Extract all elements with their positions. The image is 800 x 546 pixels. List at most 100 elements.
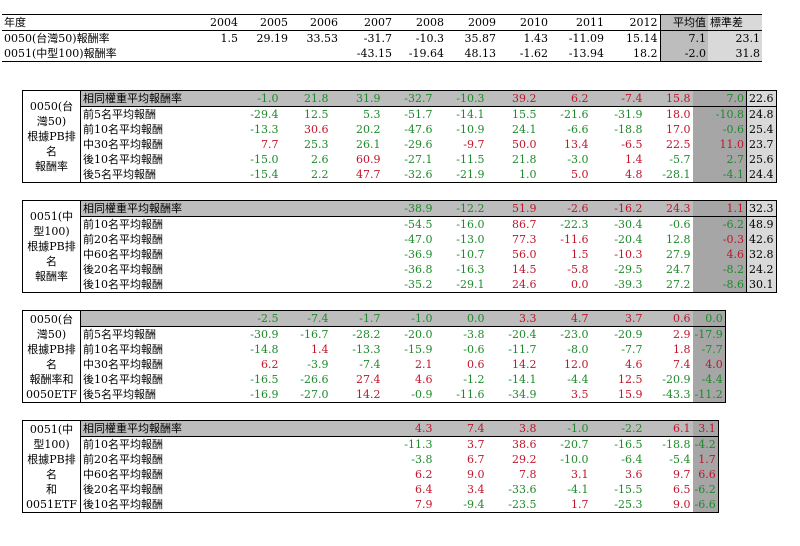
value-cell: 15.14	[626, 32, 658, 45]
value-cell: -16.2	[590, 200, 645, 217]
average-cell: -11.2	[692, 387, 726, 403]
row-label: 後20名平均報酬	[83, 263, 163, 276]
value-cell: -7.4	[590, 90, 645, 107]
value-cell: 1.5	[220, 32, 239, 45]
value-cell: -29.1	[434, 277, 487, 293]
average-header: 平均值	[659, 14, 708, 31]
value-cell	[192, 46, 240, 62]
value-cell: 6.2	[261, 358, 279, 371]
value-cell: -30.4	[614, 218, 643, 231]
summary-row-label: 0051(中型100)報酬率	[2, 46, 192, 62]
value-cell: -14.1	[508, 373, 537, 386]
value-cell	[230, 420, 281, 437]
value-cell: -47.6	[404, 123, 433, 136]
value-cell: -39.3	[590, 277, 645, 293]
value-cell: -16.7	[300, 328, 329, 341]
stddev-cell: 25.6	[746, 152, 777, 167]
block-side-label: 0050(台 灣50) 根據PB排名報酬率	[22, 90, 81, 183]
value-cell: -3.8	[463, 328, 485, 341]
value-cell: -34.9	[486, 387, 539, 403]
value-cell: 21.8	[280, 90, 331, 107]
value-cell: -26.6	[300, 373, 329, 386]
value-cell: 1.4	[625, 153, 643, 166]
value-cell: 6.5	[673, 483, 691, 496]
value-cell: 14.2	[512, 358, 537, 371]
value-cell: 4.3	[382, 420, 435, 437]
value-cell: 6.4	[415, 483, 433, 496]
side-label-line: 名	[46, 145, 57, 158]
table-row: 後20名平均報酬 6.4 3.4 -33.6 -4.1 -15.5 6.5 -6.2	[23, 482, 719, 497]
row-label: 後10名平均報酬	[80, 497, 231, 513]
table-row: 0051(中 型100) 根據PB排名報酬率 相同權重平均報酬率 -38.9 -12.2 5…	[22, 200, 777, 293]
value-cell: -32.7	[382, 90, 435, 107]
average-cell: -0.6	[692, 122, 747, 137]
value-cell: 24.6	[486, 277, 539, 293]
row-label: 前10名平均報酬	[83, 438, 163, 451]
value-cell: -11.6	[434, 387, 487, 403]
table-row: 中60名平均報酬 6.2 9.0 7.8 3.1 3.6 9.7 6.6	[23, 467, 719, 482]
value-cell: -31.9	[614, 108, 643, 121]
side-label-line: 型100)	[33, 437, 70, 451]
side-label-line: 0050(台	[29, 100, 74, 113]
col-header: 2007	[340, 14, 394, 31]
stddev-cell: 48.9	[746, 216, 777, 232]
average-cell: -8.6	[692, 277, 747, 293]
value-cell: 7.7	[261, 138, 279, 151]
value-cell: -19.64	[394, 46, 446, 62]
table-row: 中30名平均報酬 7.7 25.3 26.1 -29.6 -9.7 50.0 13.4 -6.5…	[23, 137, 777, 152]
value-cell: 5.0	[538, 167, 591, 183]
average-cell: -0.3	[692, 232, 747, 247]
value-cell: -9.4	[434, 497, 487, 513]
value-cell: -23.0	[560, 328, 589, 341]
block-0051-pb: 0051(中 型100) 根據PB排名報酬率 相同權重平均報酬率 -38.9 -12.2 5…	[22, 200, 777, 293]
average-cell: -8.2	[692, 262, 747, 277]
table-row: 後10名平均報酬 -35.2 -29.1 24.6 0.0 -39.3 27.2 -8.6 30…	[23, 277, 777, 293]
value-cell: -6.4	[621, 453, 643, 466]
value-cell: 22.5	[666, 138, 691, 151]
average-cell: -6.2	[692, 482, 719, 497]
value-cell: -3.9	[307, 358, 329, 371]
col-header: 2011	[550, 14, 606, 31]
row-label: 中30名平均報酬	[83, 358, 163, 371]
average-cell: 1.7	[692, 452, 719, 467]
table-row: 0050(台 灣50) 根據PB排名報酬率 相同權重平均報酬率 -1.0 21.8 31.9…	[22, 90, 777, 183]
value-cell: 0.0	[434, 310, 487, 327]
row-label: 後10名平均報酬	[83, 373, 163, 386]
value-cell	[280, 200, 331, 217]
value-cell: -12.2	[434, 200, 487, 217]
value-cell: -20.9	[662, 373, 691, 386]
value-cell: -21.6	[560, 108, 589, 121]
col-header: 2006	[290, 14, 340, 31]
value-cell: 4.7	[538, 310, 591, 327]
value-cell: 5.3	[363, 108, 381, 121]
value-cell: 1.7	[538, 497, 591, 513]
value-cell: -9.7	[463, 138, 485, 151]
value-cell: 2.9	[673, 328, 691, 341]
summary-table: 年度 2004 2005 2006 2007 2008 2009 2010 20…	[2, 14, 762, 62]
value-cell	[331, 482, 383, 497]
value-cell: 1.5	[571, 248, 589, 261]
value-cell: 15.8	[644, 90, 693, 107]
value-cell: -27.0	[280, 387, 331, 403]
stddev-cell: 31.8	[708, 46, 762, 62]
side-label-line: 根據PB排	[27, 240, 76, 253]
value-cell	[331, 467, 383, 482]
average-cell: 11.0	[692, 137, 747, 152]
value-cell: -14.1	[456, 108, 485, 121]
value-cell	[331, 232, 383, 247]
side-label-line: 0051(中	[29, 422, 74, 436]
stddev-header: 標準差	[708, 14, 762, 31]
table-row: 前10名平均報酬 -11.3 3.7 38.6 -20.7 -16.5 -18.8 -4.2	[23, 436, 719, 452]
table-row: 後20名平均報酬 -36.8 -16.3 14.5 -5.8 -29.5 24.7 -8.2 2…	[23, 262, 777, 277]
value-cell: -10.0	[560, 453, 589, 466]
average-cell: 4.6	[692, 247, 747, 262]
table-row: 中60名平均報酬 -36.9 -10.7 56.0 1.5 -10.3 27.9 4.6 32.…	[23, 247, 777, 262]
value-cell	[331, 217, 383, 233]
value-cell: -13.0	[456, 233, 485, 246]
value-cell: -13.94	[550, 46, 606, 62]
row-label: 相同權重平均報酬率	[80, 420, 231, 437]
value-cell: 29.19	[256, 32, 289, 45]
col-header: 2005	[240, 14, 290, 31]
row-label: 中60名平均報酬	[83, 248, 163, 261]
value-cell: -16.5	[614, 438, 643, 451]
